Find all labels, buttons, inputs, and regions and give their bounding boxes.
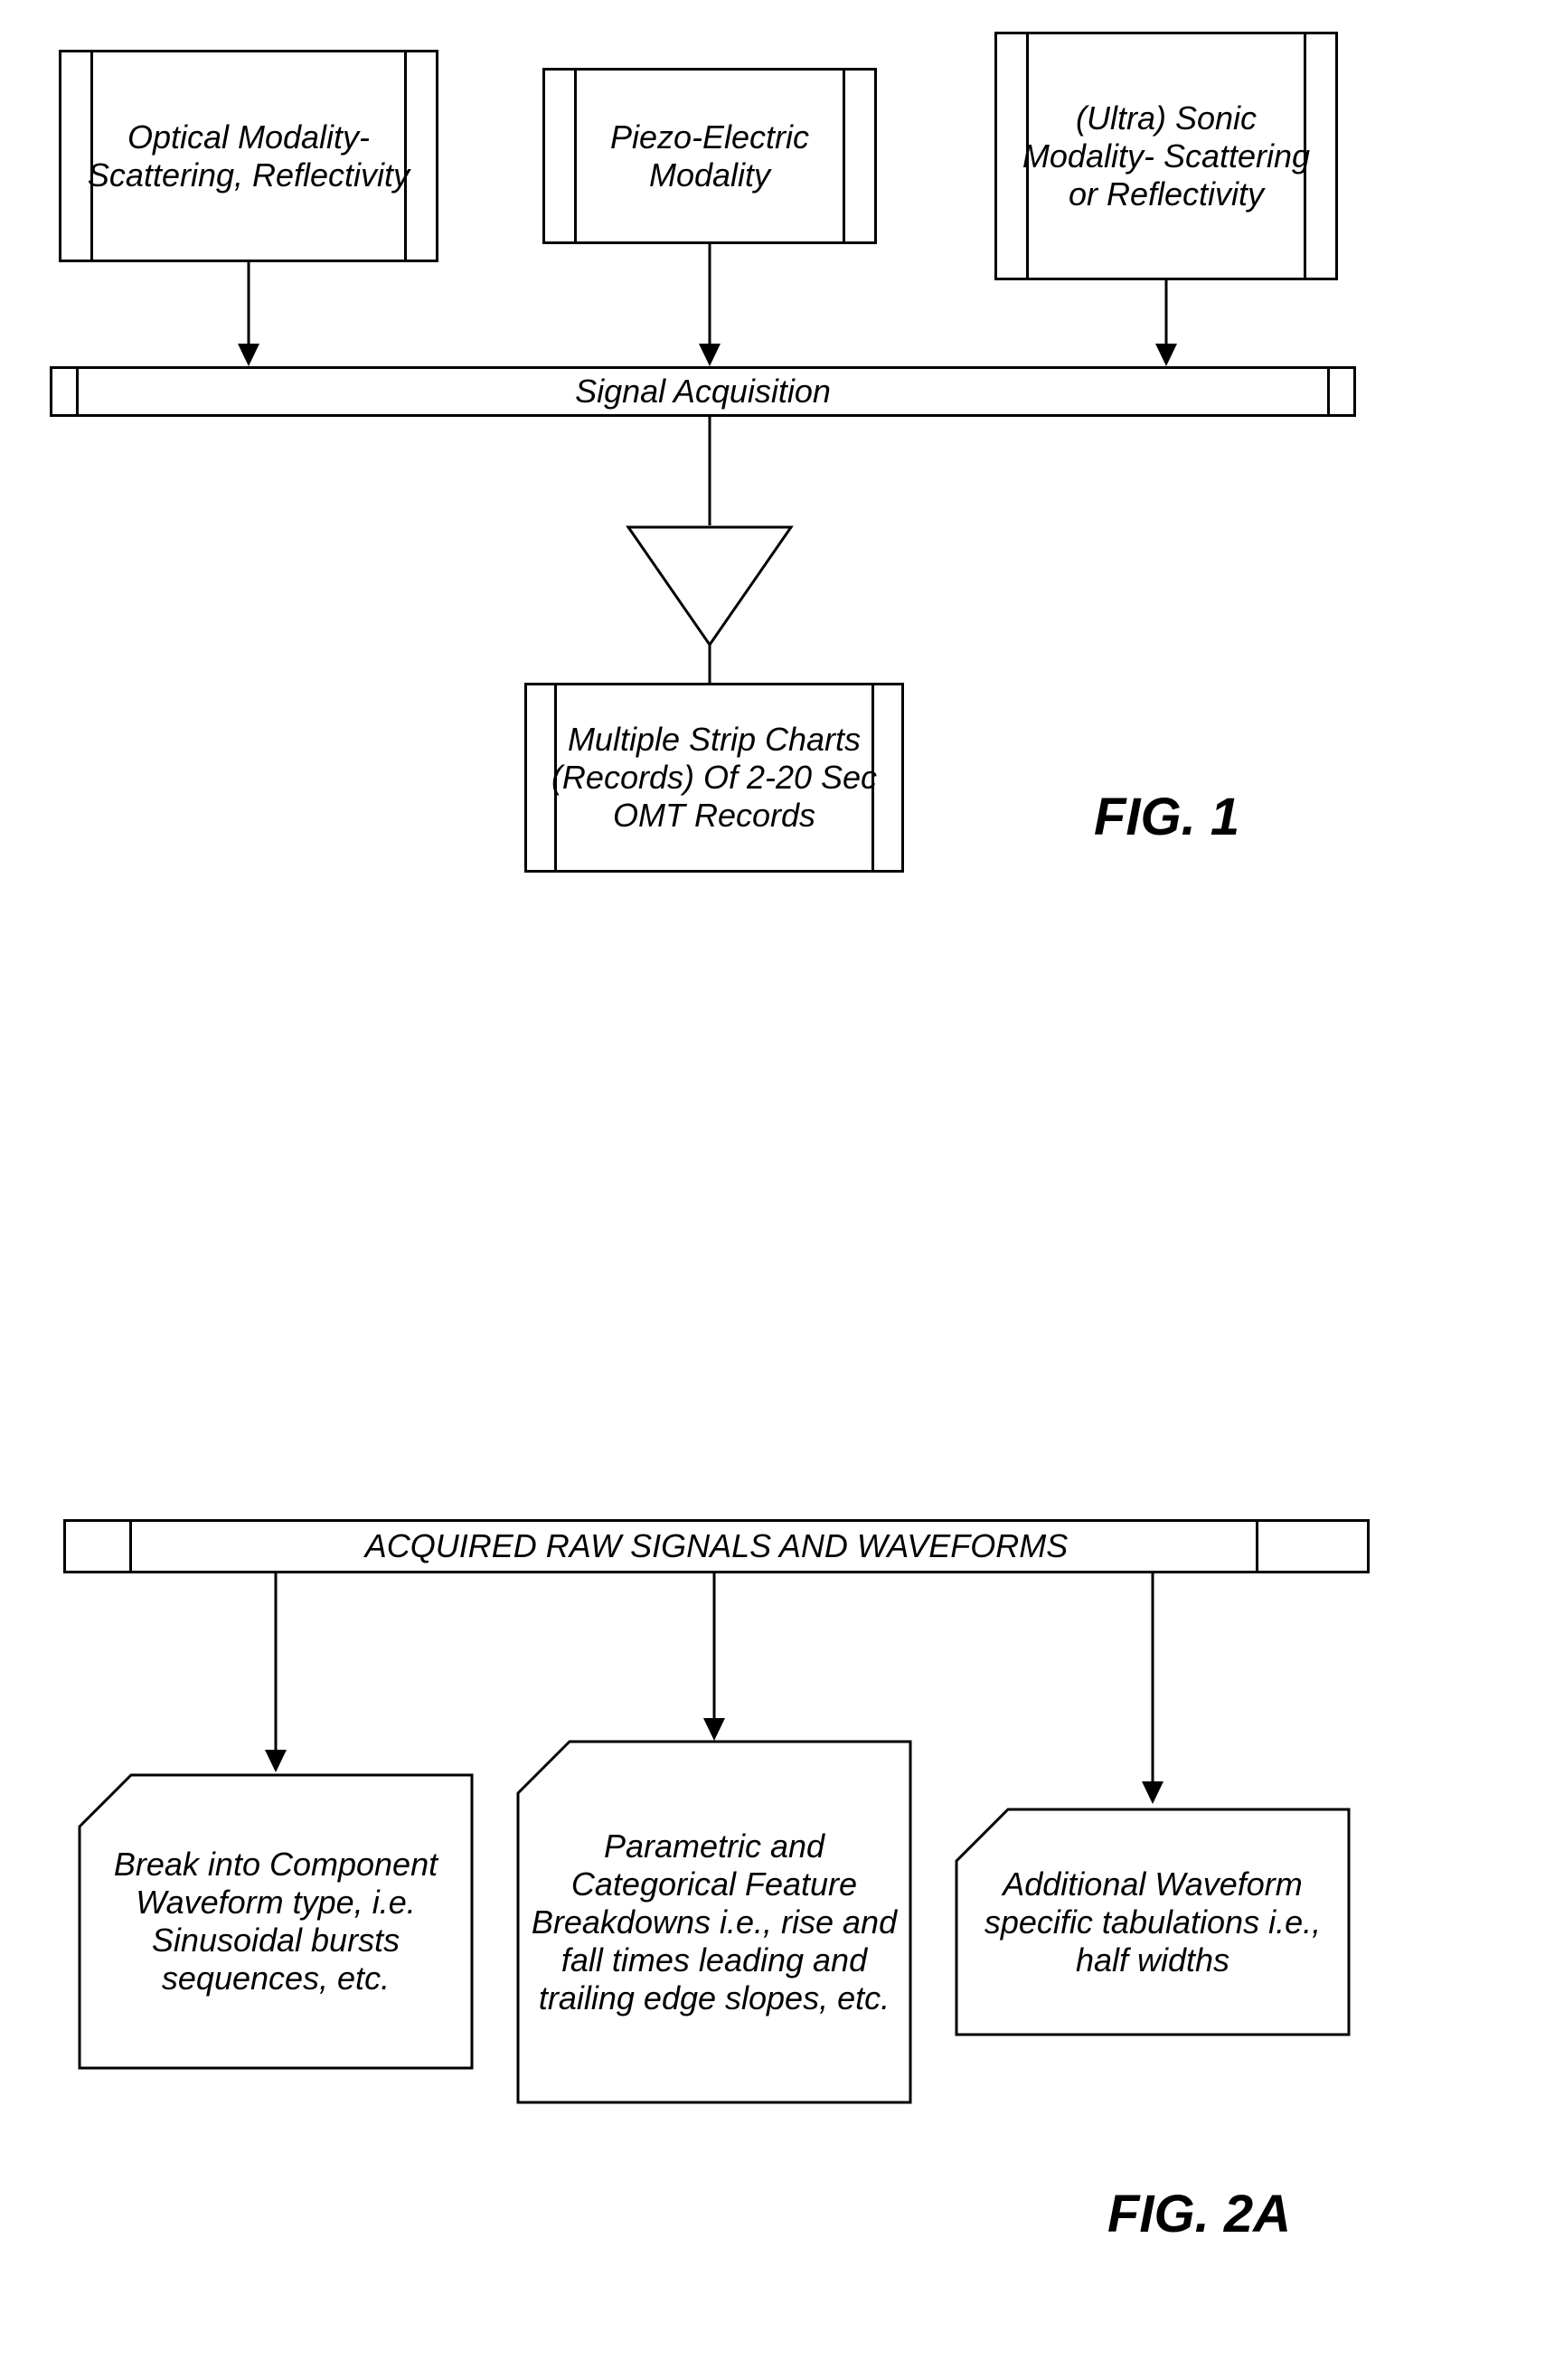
fig1-box-optical: Optical Modality- Scattering, Reflectivi…	[59, 50, 438, 262]
page: Optical Modality- Scattering, Reflectivi…	[0, 0, 1545, 2380]
fig2a-note-1: Break into Component Waveform type, i.e.…	[77, 1772, 475, 2071]
arrow-bar-to-note2	[696, 1573, 732, 1745]
fig2a-label-text: FIG. 2A	[1107, 2185, 1291, 2243]
fig2a-note-2: Parametric and Categorical Feature Break…	[515, 1739, 913, 2105]
fig1-signal-bar: Signal Acquisition	[50, 366, 1356, 417]
arrow-optical-to-bar	[231, 262, 267, 371]
fig1-label-text: FIG. 1	[1094, 788, 1239, 846]
arrow-bar-to-note3	[1135, 1573, 1171, 1809]
line-bar-to-triangle	[692, 417, 728, 525]
fig1-result-box: Multiple Strip Charts (Records) Of 2-20 …	[524, 683, 904, 873]
fig1-box-piezo: Piezo-Electric Modality	[542, 68, 877, 244]
fig2a-bar: ACQUIRED RAW SIGNALS AND WAVEFORMS	[63, 1519, 1370, 1573]
fig1-signal-bar-text: Signal Acquisition	[575, 373, 831, 411]
fig2a-note-2-text: Parametric and Categorical Feature Break…	[530, 1828, 899, 2017]
arrow-sonic-to-bar	[1148, 280, 1184, 371]
fig2a-note-1-text: Break into Component Waveform type, i.e.…	[91, 1846, 460, 1998]
fig2a-label: FIG. 2A	[1107, 2184, 1291, 2244]
fig1-triangle	[624, 523, 796, 649]
fig2a-note-3-text: Additional Waveform specific tabulations…	[968, 1865, 1337, 1979]
fig1-box-piezo-text: Piezo-Electric Modality	[554, 118, 865, 194]
fig1-box-sonic: (Ultra) Sonic Modality- Scattering or Re…	[994, 32, 1338, 280]
fig1-box-sonic-text: (Ultra) Sonic Modality- Scattering or Re…	[1006, 99, 1326, 213]
fig1-box-optical-text: Optical Modality- Scattering, Reflectivi…	[71, 118, 427, 194]
arrow-bar-to-note1	[258, 1573, 294, 1777]
fig1-label: FIG. 1	[1094, 787, 1239, 847]
fig2a-bar-text: ACQUIRED RAW SIGNALS AND WAVEFORMS	[365, 1527, 1068, 1565]
fig1-result-text: Multiple Strip Charts (Records) Of 2-20 …	[536, 721, 892, 835]
fig2a-note-3: Additional Waveform specific tabulations…	[954, 1807, 1352, 2037]
arrow-piezo-to-bar	[692, 244, 728, 371]
line-triangle-to-result	[692, 645, 728, 685]
